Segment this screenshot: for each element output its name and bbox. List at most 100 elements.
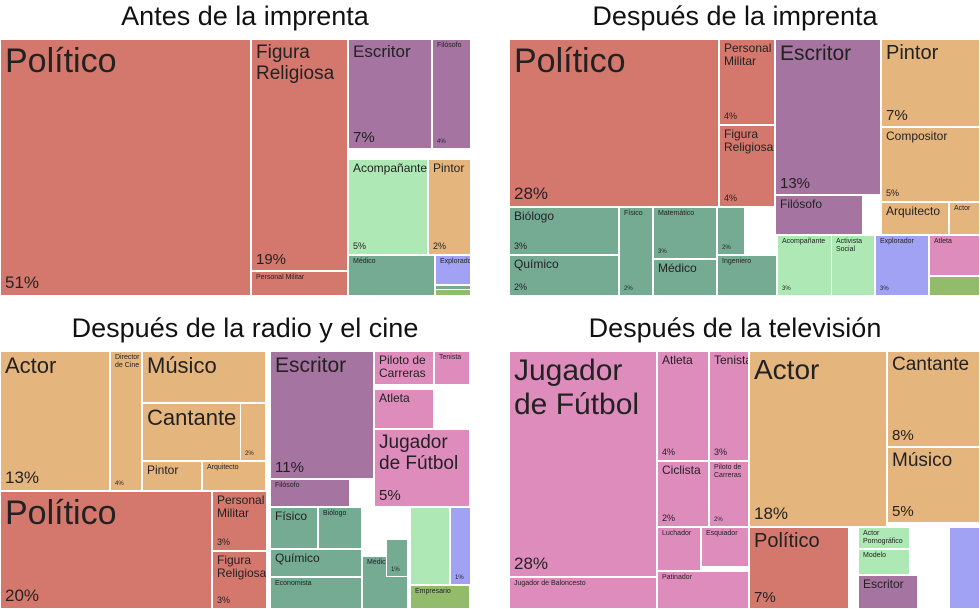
cell-label: Atleta	[934, 238, 952, 245]
cell-value: 2%	[722, 245, 731, 252]
cell-value: 3%	[217, 537, 231, 548]
cell-value: 28%	[514, 184, 549, 204]
treemap-cell-biólogo: Biólogo	[318, 507, 362, 549]
treemap-cell-economista: Economista	[270, 577, 362, 609]
treemap-cell-filósofo: Filósofo	[270, 479, 350, 507]
treemap-cell-personal-militar: Personal Militar 3%	[212, 491, 267, 551]
cell-value: 18%	[754, 504, 789, 524]
chart-title-3: Después de la televisión	[588, 313, 882, 343]
cell-label: Explorador	[880, 238, 914, 245]
cell-label: Tenista	[439, 354, 462, 361]
treemap-cell-cantante: Cantante 8%	[887, 351, 980, 447]
treemap-cell-arquitecto: Arquitecto	[881, 202, 949, 235]
treemap-cell-escritor: Escritor 11%	[270, 351, 374, 479]
cell-value: 2%	[714, 517, 723, 524]
cell-label: Químico	[514, 257, 559, 271]
cell-value: 5%	[379, 486, 401, 504]
treemap-cell-tenista: Tenista	[434, 351, 470, 385]
treemap-radio-cine: Actor 13% Director de Cine 4% Músico Cantante…	[0, 351, 471, 609]
treemap-cell-ingeniero: Ingeniero	[717, 255, 777, 296]
treemap-cell-médico: Médico	[348, 255, 435, 296]
cell-label: Figura Religiosa	[217, 553, 267, 581]
cell-value: 5%	[892, 502, 914, 520]
treemap-cell-jugador-de-fútbol: Jugador de Fútbol 5%	[374, 429, 470, 507]
cell-label: Empresario	[415, 588, 451, 595]
treemap-cell-piloto-de-carreras: Piloto de Carreras	[374, 351, 434, 385]
treemap-cell-personal-militar: Personal Militar	[251, 271, 348, 296]
cell-label: Jugador de Fútbol	[514, 354, 640, 421]
cell-label: Filósofo	[437, 42, 462, 49]
cell-value: 13%	[5, 468, 40, 488]
cell-label: Músico	[892, 450, 953, 471]
treemap-cell-modelo: Modelo	[858, 549, 910, 575]
cell-value: 8%	[892, 426, 914, 444]
cell-value: 51%	[5, 273, 40, 293]
cell-label: Político	[5, 494, 117, 532]
cell-value: 19%	[256, 250, 287, 268]
treemap-cell-piloto-de-carreras: Piloto de Carreras 2%	[709, 461, 749, 527]
cell-label: Político	[5, 42, 117, 80]
cell-label: Pintor	[147, 463, 179, 477]
cell-label: Personal Militar	[217, 493, 265, 521]
treemap-cell-atleta: Atleta	[374, 389, 434, 429]
treemap-cell-figura-religiosa: Figura Religiosa 3%	[212, 551, 267, 609]
cell-label: Atleta	[379, 391, 410, 405]
cell-label: Músico	[147, 353, 217, 378]
cell-label: Matemático	[658, 210, 695, 217]
treemap-cell-luchador: Luchador	[657, 527, 701, 571]
treemap-cell-político: Político 51%	[0, 39, 251, 296]
cell-label: Acompañante	[353, 161, 428, 175]
cell-label: Escritor	[275, 354, 347, 377]
cell-label: Pintor	[433, 161, 465, 175]
cell-label: Político	[754, 530, 820, 552]
cell-label: Arquitecto	[886, 204, 941, 218]
treemap-cell-activista-social: Activista Social	[831, 235, 875, 296]
cell-label: Cantante	[147, 405, 237, 430]
treemap-cell-músico: Músico	[142, 351, 266, 403]
cell-value: 13%	[780, 174, 811, 192]
treemap-cell-político: Político 7%	[749, 527, 849, 609]
treemap-cell-cell	[929, 276, 980, 296]
cell-label: Médico	[658, 261, 697, 275]
treemap-cell-cell: 1%	[386, 539, 408, 577]
cell-label: Físico	[624, 210, 643, 217]
treemap-cell-actor-pornográfico: Actor Pornográfico	[858, 527, 910, 549]
cell-label: Filósofo	[780, 197, 823, 211]
treemap-cell-actor: Actor 13%	[0, 351, 110, 491]
cell-value: 2%	[245, 451, 254, 458]
treemap-cell-médico: Médico	[653, 259, 717, 296]
treemap-cell-cell	[435, 289, 471, 296]
treemap-cell-esquiador: Esquiador	[701, 527, 749, 567]
cell-label: Político	[514, 42, 626, 80]
treemap-cell-escritor: Escritor 13%	[775, 39, 881, 195]
cell-label: Explorador	[440, 258, 471, 265]
cell-value: 4%	[115, 481, 124, 488]
treemap-cell-químico: Químico 2%	[509, 255, 619, 296]
treemap-cell-explorador: Explorador 3%	[875, 235, 929, 296]
treemap-cell-director-de-cine: Director de Cine 4%	[110, 351, 142, 491]
cell-value: 7%	[353, 128, 375, 146]
cell-value: 2%	[514, 282, 528, 293]
cell-label: Ingeniero	[722, 258, 752, 265]
treemap-cell-acompañante: Acompañante 5%	[348, 159, 428, 255]
treemap-cell-cell: 1%	[450, 507, 471, 585]
cell-value: 4%	[662, 447, 676, 458]
cell-label: Arquitecto	[207, 464, 239, 471]
treemap-cell-cell: 2%	[717, 207, 745, 255]
cell-value: 4%	[724, 193, 738, 204]
treemap-cell-cell	[949, 527, 980, 609]
treemap-cell-cell	[410, 507, 450, 585]
cell-label: Piloto de Carreras	[379, 353, 426, 381]
cell-label: Modelo	[863, 552, 886, 559]
cell-label: Piloto de Carreras	[714, 464, 742, 479]
cell-label: Esquiador	[706, 530, 738, 537]
treemap-cell-físico: Físico 2%	[619, 207, 653, 296]
cell-label: Jugador de Baloncesto	[514, 580, 586, 587]
treemap-cell-matemático: Matemático 3%	[653, 207, 717, 259]
cell-label: Biólogo	[514, 209, 555, 223]
cell-value: 3%	[514, 241, 528, 252]
cell-label: Filósofo	[275, 482, 300, 489]
treemap-despues-imprenta: Político 28% Personal Militar 4% Figura Reli…	[509, 39, 980, 296]
treemap-cell-empresario: Empresario	[410, 585, 470, 609]
cell-value: 4%	[724, 111, 738, 122]
